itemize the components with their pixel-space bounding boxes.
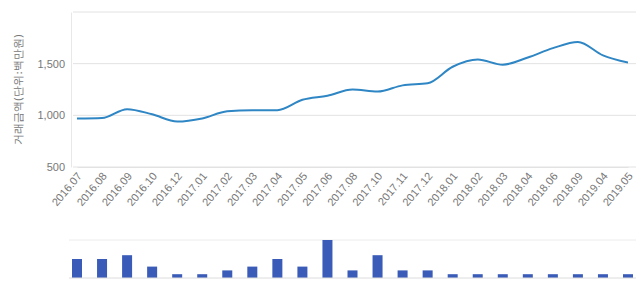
y-axis-title: 거래금액(단위:백만원) <box>12 34 25 145</box>
tick: 500 <box>47 161 71 173</box>
plot-area <box>72 240 633 278</box>
tick-label: 1,000 <box>37 109 65 121</box>
bar <box>548 274 558 278</box>
plot-frame <box>69 240 636 241</box>
bar <box>97 259 107 278</box>
bar <box>297 267 307 278</box>
chart: 500 1,000 1,500 거래금액(단위:백만원) 2016.072016.082… <box>0 0 640 294</box>
bar <box>523 274 533 278</box>
grid-line <box>73 167 636 168</box>
bar <box>498 274 508 278</box>
bar <box>473 274 483 278</box>
bar <box>72 259 82 278</box>
tick-label: 1,500 <box>37 58 65 70</box>
tick-label: 2019.05 <box>600 170 635 208</box>
bar <box>373 255 383 278</box>
bar <box>247 267 257 278</box>
bar <box>423 270 433 278</box>
bar <box>172 274 182 278</box>
bar <box>322 240 332 278</box>
bar <box>573 274 583 278</box>
tick: 1,500 <box>37 58 71 70</box>
axis-line <box>69 278 636 279</box>
axis-line <box>78 167 629 168</box>
tick: 1,000 <box>37 109 71 121</box>
grid-line <box>73 63 636 64</box>
tick-label: 500 <box>47 161 65 173</box>
bar <box>448 274 458 278</box>
plot-area <box>77 42 628 122</box>
x-axis: 2016.072016.082016.092016.102016.122017.… <box>49 167 635 208</box>
bar <box>398 270 408 278</box>
line <box>77 42 628 122</box>
axis-line <box>71 13 72 168</box>
bar <box>222 270 232 278</box>
bar <box>147 267 157 278</box>
bar <box>623 274 633 278</box>
plot-frame <box>73 12 636 13</box>
tick: 2019.05 <box>600 167 635 208</box>
bar <box>598 274 608 278</box>
bar <box>272 259 282 278</box>
bar <box>122 255 132 278</box>
y-axis: 500 1,000 1,500 <box>37 13 71 174</box>
bar <box>197 274 207 278</box>
bar <box>348 270 358 278</box>
